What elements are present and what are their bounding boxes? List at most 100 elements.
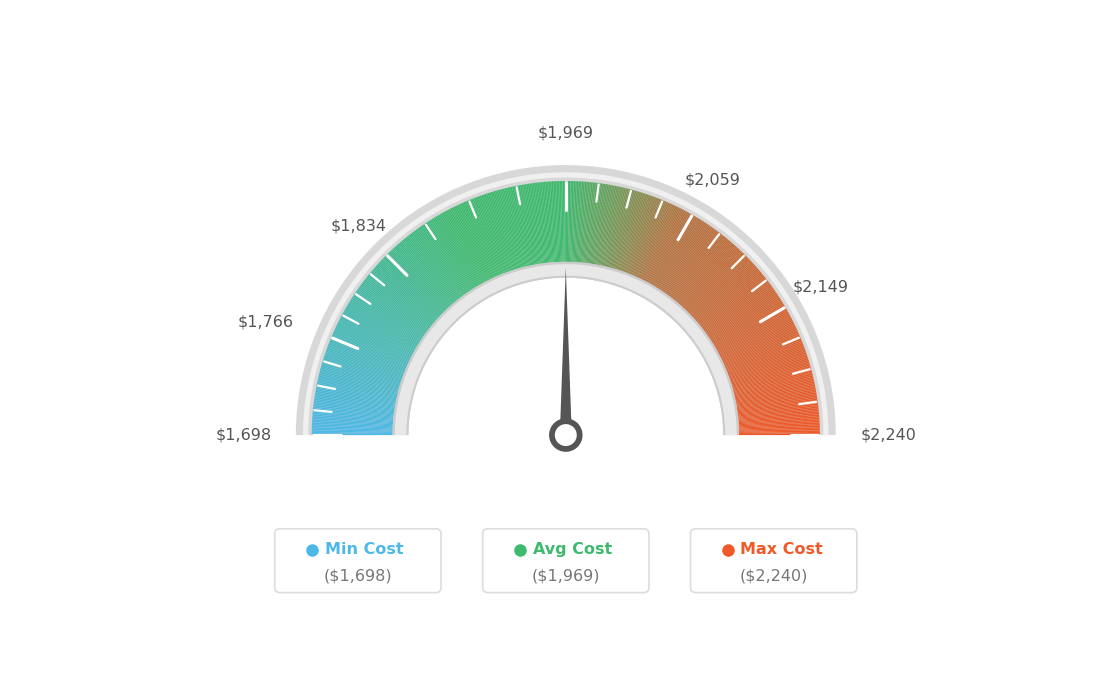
Polygon shape (396, 265, 735, 435)
Polygon shape (311, 431, 393, 433)
Polygon shape (737, 402, 818, 413)
Polygon shape (601, 186, 618, 266)
Polygon shape (312, 408, 393, 417)
Polygon shape (669, 230, 718, 296)
Polygon shape (424, 223, 470, 291)
Polygon shape (442, 213, 482, 284)
Polygon shape (730, 355, 807, 382)
Polygon shape (734, 377, 814, 396)
Polygon shape (704, 283, 771, 333)
Polygon shape (737, 400, 818, 413)
Polygon shape (570, 181, 574, 262)
Polygon shape (627, 197, 658, 274)
Polygon shape (648, 212, 688, 284)
Polygon shape (574, 181, 581, 262)
Polygon shape (361, 283, 427, 333)
Polygon shape (603, 187, 622, 266)
Polygon shape (371, 270, 434, 324)
Polygon shape (531, 183, 543, 264)
Polygon shape (646, 209, 684, 282)
Polygon shape (395, 264, 736, 435)
Polygon shape (735, 384, 815, 402)
Polygon shape (698, 269, 760, 323)
Polygon shape (458, 204, 493, 278)
Polygon shape (736, 394, 817, 408)
Polygon shape (393, 248, 449, 308)
Polygon shape (337, 322, 411, 359)
Polygon shape (336, 326, 410, 362)
Polygon shape (338, 321, 411, 358)
Polygon shape (628, 198, 659, 274)
Polygon shape (733, 371, 811, 392)
Polygon shape (550, 181, 556, 262)
Polygon shape (474, 197, 505, 274)
Polygon shape (343, 311, 414, 352)
Polygon shape (563, 181, 565, 262)
Polygon shape (326, 349, 403, 377)
Polygon shape (732, 364, 810, 388)
Polygon shape (481, 195, 509, 272)
Polygon shape (739, 417, 819, 424)
Polygon shape (327, 346, 404, 375)
Polygon shape (611, 190, 634, 268)
Polygon shape (428, 221, 473, 289)
Text: Min Cost: Min Cost (325, 542, 403, 558)
Polygon shape (739, 410, 819, 419)
Polygon shape (407, 235, 459, 299)
Polygon shape (654, 215, 696, 286)
Polygon shape (726, 339, 802, 371)
Polygon shape (607, 188, 627, 267)
Polygon shape (492, 192, 517, 269)
Polygon shape (350, 299, 420, 343)
Polygon shape (408, 235, 459, 299)
Polygon shape (354, 293, 422, 339)
Polygon shape (337, 324, 410, 360)
Polygon shape (735, 381, 815, 400)
Text: ($1,698): ($1,698) (323, 568, 392, 583)
Polygon shape (618, 193, 645, 270)
Polygon shape (676, 238, 728, 302)
Polygon shape (320, 371, 399, 392)
Polygon shape (506, 188, 526, 267)
Polygon shape (359, 287, 425, 335)
Polygon shape (400, 241, 454, 304)
Polygon shape (332, 333, 407, 366)
Polygon shape (659, 221, 704, 290)
Polygon shape (382, 259, 440, 316)
Polygon shape (368, 275, 432, 326)
Polygon shape (413, 231, 463, 297)
Polygon shape (734, 375, 813, 395)
Polygon shape (454, 206, 490, 279)
Polygon shape (388, 253, 445, 312)
Polygon shape (578, 181, 586, 262)
Polygon shape (446, 210, 486, 282)
Polygon shape (372, 269, 434, 323)
Polygon shape (332, 334, 406, 367)
Polygon shape (584, 182, 594, 263)
Polygon shape (575, 181, 582, 262)
Polygon shape (439, 214, 480, 285)
Polygon shape (374, 267, 436, 322)
Polygon shape (720, 318, 793, 357)
Polygon shape (302, 172, 829, 435)
Polygon shape (733, 368, 811, 391)
Polygon shape (296, 165, 836, 435)
Polygon shape (315, 395, 395, 409)
Polygon shape (692, 261, 752, 317)
Polygon shape (367, 277, 431, 328)
Polygon shape (682, 246, 737, 307)
Polygon shape (319, 375, 397, 395)
Polygon shape (711, 297, 781, 342)
Polygon shape (450, 208, 488, 281)
Polygon shape (730, 352, 806, 380)
Polygon shape (643, 207, 680, 280)
Polygon shape (456, 205, 492, 279)
Polygon shape (729, 349, 806, 377)
Polygon shape (682, 248, 739, 308)
Polygon shape (497, 190, 520, 268)
Polygon shape (662, 224, 709, 292)
Polygon shape (723, 330, 798, 364)
Polygon shape (433, 218, 476, 288)
Polygon shape (316, 388, 395, 404)
Polygon shape (312, 411, 393, 420)
